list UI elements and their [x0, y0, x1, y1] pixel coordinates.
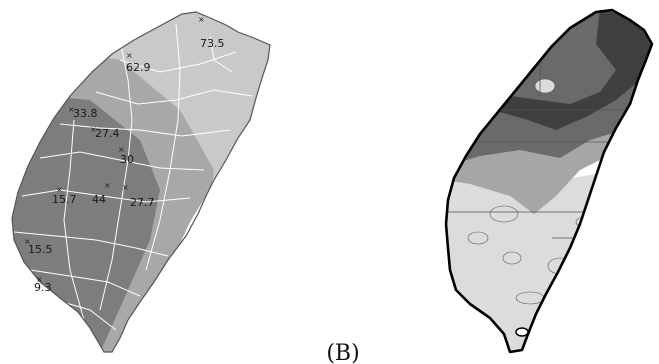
figure-caption: (B) [326, 341, 359, 364]
map-b-small-island [515, 327, 529, 337]
station-marker-7: × [104, 181, 111, 190]
station-label-4: 27.4 [95, 127, 120, 140]
station-label-6: 15.7 [52, 193, 77, 206]
station-label-7: 44 [92, 193, 106, 206]
station-label-9: 15.5 [28, 243, 53, 256]
station-label-10: 9.3 [34, 281, 52, 294]
station-marker-10: × [36, 275, 43, 284]
map-a-coastline [11, 11, 271, 353]
station-marker-5: × [118, 145, 125, 154]
station-label-8: 27.7 [130, 196, 155, 209]
station-marker-1: × [198, 15, 205, 24]
station-marker-2: × [126, 51, 133, 60]
map-b-shade-darkest [470, 10, 652, 134]
station-marker-3: × [68, 105, 75, 114]
station-marker-6: × [56, 185, 63, 194]
map-b-shaded-rainfall [444, 8, 654, 354]
map-a-station-labels: 73.5 62.9 33.8 27.430 15.7 44 27.7 15.5 9.3 [28, 37, 225, 294]
station-marker-4: × [90, 125, 97, 134]
station-marker-8: × [122, 183, 129, 192]
station-label-5: 30 [120, 153, 134, 166]
station-label-2: 62.9 [126, 61, 151, 74]
station-label-3: 33.8 [73, 107, 98, 120]
map-a-station-markers: × × × × × × × × × × [24, 15, 205, 284]
map-b-coastline [444, 8, 654, 354]
map-a-county-boundaries [13, 23, 253, 331]
station-label-1: 73.5 [200, 37, 225, 50]
station-marker-9: × [24, 237, 31, 246]
map-a-rainfall-stations: × × × × × × × × × × 73.5 62.9 33.8 27.430 15.7 44 27.7 1… [11, 11, 271, 353]
